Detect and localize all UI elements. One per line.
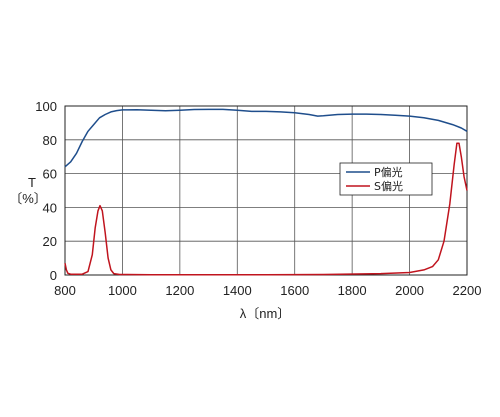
x-tick-label: 1000 [108,283,137,298]
y-tick-label: 80 [43,133,57,148]
x-tick-label: 1600 [280,283,309,298]
x-tick-label: 1800 [338,283,367,298]
y-tick-label: 40 [43,200,57,215]
y-tick-label: 20 [43,234,57,249]
series-line-p [64,108,468,168]
y-tick-label: 100 [35,99,57,114]
series-layer [64,108,468,276]
y-axis-label-line-2: 〔%〕 [9,191,47,206]
series-line-s [64,142,468,276]
x-tick-label: 2200 [453,283,482,298]
x-tick-label: 1400 [223,283,252,298]
x-axis-label: λ〔nm〕 [240,306,291,321]
y-tick-label: 0 [50,268,57,283]
x-tick-labels: 800 1000 1200 1400 1600 1800 2000 2200 [54,283,481,298]
x-tick-label: 800 [54,283,76,298]
legend-box [339,162,433,196]
legend-label-p: P偏光 [374,165,403,179]
y-tick-label: 60 [43,167,57,182]
y-tick-labels: 0 20 40 60 80 100 [35,99,57,283]
x-tick-label: 2000 [395,283,424,298]
legend: P偏光 S偏光 [339,162,433,196]
x-tick-label: 1200 [165,283,194,298]
y-axis-label-line-1: T [28,175,36,190]
legend-label-s: S偏光 [374,179,403,193]
